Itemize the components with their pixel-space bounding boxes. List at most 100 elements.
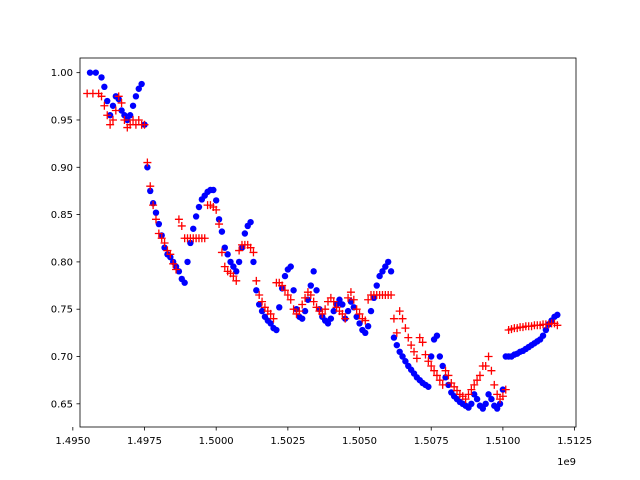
series-1-point: [147, 187, 154, 195]
series-1-point: [299, 315, 306, 322]
series-2-point: [355, 309, 364, 318]
series-1-point: [187, 239, 194, 247]
series-1-point: [250, 258, 257, 266]
series-1-point: [86, 69, 94, 76]
series-2-point: [487, 366, 496, 375]
series-1-point: [482, 400, 489, 408]
series-2-point: [432, 371, 441, 380]
series-2-point: [229, 272, 238, 281]
series-2-point: [117, 98, 126, 107]
series-2-point: [321, 305, 330, 314]
series-2-point: [490, 380, 499, 389]
series-2-point: [215, 220, 224, 229]
series-1-point: [473, 395, 481, 403]
series-1-point: [382, 263, 389, 270]
plot-frame: [79, 57, 577, 428]
series-2-point: [177, 221, 186, 230]
series-1-point: [496, 400, 504, 408]
series-2-point: [430, 366, 439, 375]
series-2-point: [169, 259, 178, 268]
series-1-point: [379, 268, 386, 275]
series-2-point: [341, 314, 350, 323]
series-1-point: [104, 97, 111, 105]
series-1-point: [135, 85, 142, 92]
series-1-point: [313, 287, 320, 294]
series-1-point: [109, 102, 117, 109]
series-2-point: [134, 115, 143, 124]
series-1-point: [364, 323, 372, 330]
series-1-point: [161, 244, 168, 251]
series-2-point: [106, 120, 115, 129]
series-2-point: [401, 324, 410, 333]
series-2-point: [143, 158, 152, 167]
series-2-point: [283, 291, 292, 300]
series-1-point: [101, 83, 108, 91]
series-2-point: [174, 215, 183, 224]
series-1-point: [330, 307, 337, 315]
series-1-point: [493, 405, 501, 412]
series-2-point: [103, 111, 112, 120]
series-1-point: [301, 307, 309, 315]
series-1-point: [184, 258, 191, 266]
series-2-point: [387, 291, 396, 300]
series-2-point: [395, 307, 404, 316]
series-2-point: [249, 248, 258, 257]
series-1-point: [118, 107, 125, 114]
series-1-point: [539, 332, 547, 339]
series-1-point: [247, 218, 254, 226]
series-2-point: [235, 246, 244, 255]
series-2-point: [344, 293, 353, 302]
series-2-point: [467, 385, 476, 394]
series-1-point: [479, 405, 487, 412]
series-1-point: [253, 287, 260, 294]
series-1-point: [255, 301, 263, 308]
series-1-point: [336, 296, 343, 303]
series-1-point: [290, 287, 297, 294]
series-1-point: [221, 244, 228, 251]
series-1-point: [92, 69, 99, 76]
series-2-point: [398, 314, 407, 323]
series-2-point: [258, 297, 267, 306]
x-tick-label: 1.5025: [270, 436, 305, 447]
series-2-point: [441, 366, 450, 375]
series-1-point: [376, 272, 383, 280]
series-1-point: [129, 102, 137, 109]
series-2-point: [404, 333, 413, 342]
series-2-point: [151, 215, 160, 224]
series-2-point: [289, 305, 298, 314]
y-tick-label: 0.85: [51, 210, 73, 221]
series-1-point: [399, 353, 406, 360]
series-1-point: [258, 307, 266, 315]
series-1-point: [181, 279, 188, 286]
series-2-point: [410, 347, 419, 356]
series-1-point: [152, 209, 160, 216]
series-2-point: [361, 316, 370, 325]
series-2-point: [108, 115, 117, 124]
x-axis-offset-label: 1e9: [557, 457, 576, 468]
series-2-point: [475, 371, 484, 380]
series-2-point: [346, 288, 355, 297]
series-2-point: [498, 392, 507, 401]
series-1-point: [132, 93, 140, 100]
series-1-point: [353, 313, 360, 320]
series-2-point: [301, 293, 310, 302]
x-axis: 1.4950 1.4975 1.5000 1.5025 1.5050 1.5075 1.51…: [55, 427, 592, 447]
series-1-point: [233, 268, 240, 275]
series-2: [83, 89, 562, 404]
y-tick-label: 0.95: [51, 115, 73, 126]
series-2-point: [266, 309, 275, 318]
series-1-point: [126, 112, 134, 119]
series-1-point: [98, 74, 105, 81]
series-2-point: [200, 234, 209, 243]
series-1-point: [367, 307, 375, 315]
series-2-point: [389, 314, 398, 323]
series-2-point: [329, 297, 338, 306]
series-1-point: [215, 216, 223, 223]
y-tick-label: 0.65: [51, 399, 73, 410]
series-2-point: [146, 182, 155, 191]
series-2-point: [435, 376, 444, 385]
series-1-point: [224, 251, 231, 258]
series-2-point: [444, 371, 453, 380]
series-2-point: [295, 307, 304, 316]
